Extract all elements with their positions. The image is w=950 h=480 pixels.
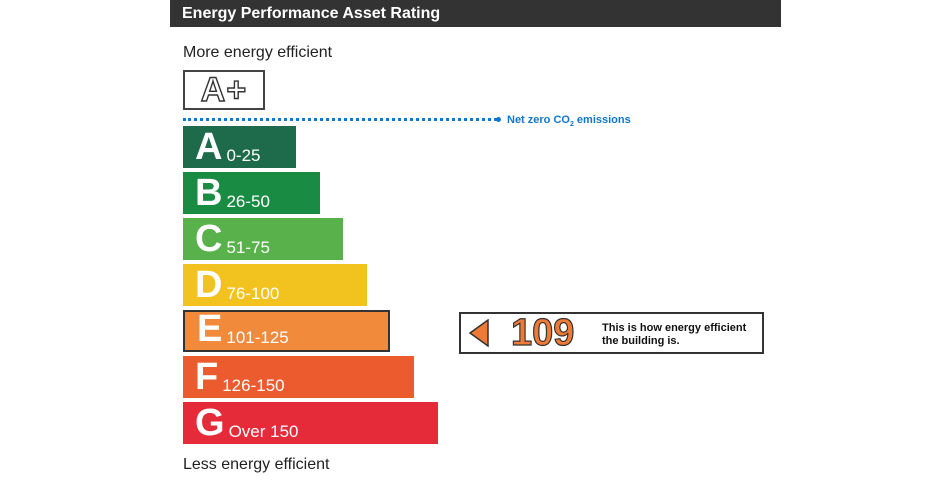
band-letter: G xyxy=(195,402,225,444)
band-letter: A xyxy=(195,126,223,168)
aplus-band: A+ xyxy=(183,70,265,110)
band-letter: E xyxy=(197,308,223,350)
less-efficient-label: Less energy efficient xyxy=(183,456,330,473)
band-f: F 126-150 xyxy=(183,356,414,398)
band-letter: D xyxy=(195,264,223,306)
band-range: 51-75 xyxy=(226,238,270,257)
net-zero-label-suffix: emissions xyxy=(573,114,631,126)
band-a: A 0-25 xyxy=(183,126,296,168)
band-letter: F xyxy=(195,356,219,398)
band-range: 126-150 xyxy=(222,376,285,395)
band-d: D 76-100 xyxy=(183,264,367,306)
net-zero-line-end-dot xyxy=(496,117,501,122)
net-zero-label-subscript: 2 xyxy=(569,121,574,129)
band-g: G Over 150 xyxy=(183,402,438,444)
band-letter: B xyxy=(195,172,223,214)
band-range: 76-100 xyxy=(226,284,280,303)
band-e: E 101-125 xyxy=(183,310,390,352)
net-zero-label: Net zero CO2 emissions xyxy=(507,114,631,128)
rating-message: This is how energy efficient the buildin… xyxy=(602,322,747,347)
band-range: 101-125 xyxy=(226,328,289,347)
rating-indicator: 109 This is how energy efficient the bui… xyxy=(459,312,764,354)
band-letter: C xyxy=(195,218,223,260)
net-zero-label-prefix: Net zero CO xyxy=(507,114,570,126)
rating-score: 109 xyxy=(510,312,575,354)
left-pointer-icon xyxy=(468,319,489,347)
band-range: Over 150 xyxy=(228,422,299,441)
band-range: 26-50 xyxy=(226,192,270,211)
band-b: B 26-50 xyxy=(183,172,320,214)
more-efficient-label: More energy efficient xyxy=(183,44,333,61)
net-zero-dotted-line xyxy=(183,118,497,121)
band-c: C 51-75 xyxy=(183,218,343,260)
aplus-label: A+ xyxy=(200,71,248,109)
title-bar: Energy Performance Asset Rating xyxy=(170,0,781,27)
band-range: 0-25 xyxy=(226,146,261,165)
